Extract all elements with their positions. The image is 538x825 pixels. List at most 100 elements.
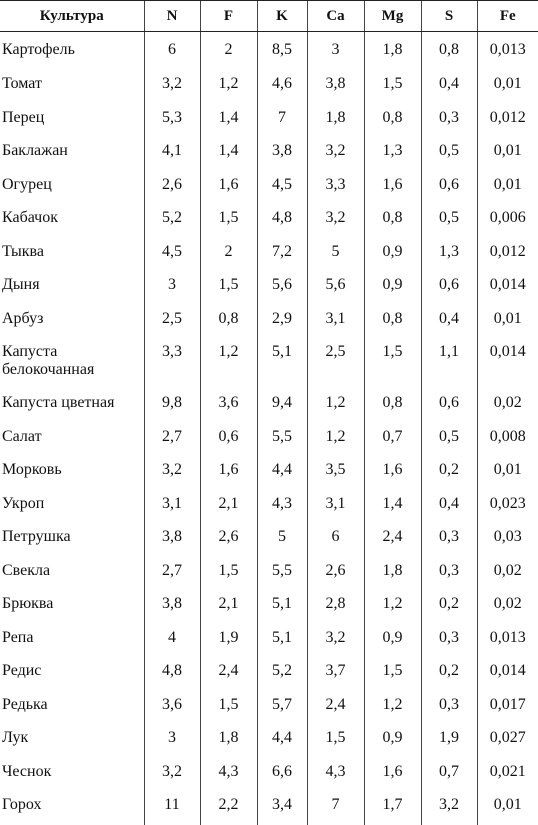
- cell-n: 3,2: [143, 70, 200, 104]
- table-row: Петрушка 3,8 2,6 5 6 2,4 0,3 0,03: [0, 523, 538, 557]
- cell-ca: 6: [306, 523, 364, 557]
- cell-fe: 0,017: [476, 690, 538, 724]
- cell-n: 3: [143, 271, 200, 305]
- cell-ca: 1,2: [306, 389, 364, 423]
- cell-k: 4,4: [256, 724, 307, 758]
- cell-f: 1,2: [199, 338, 257, 389]
- cell-k: 6,6: [256, 757, 307, 791]
- cell-s: 0,3: [420, 103, 477, 137]
- table-row: Горох 11 2,2 3,4 7 1,7 3,2 0,01: [0, 791, 538, 825]
- cell-mg: 1,3: [363, 137, 421, 171]
- cell-f: 2,6: [199, 523, 257, 557]
- cell-n: 2,6: [143, 170, 200, 204]
- cell-f: 2,1: [199, 489, 257, 523]
- cell-fe: 0,01: [476, 170, 538, 204]
- cell-fe: 0,01: [476, 456, 538, 490]
- cell-crop: Тыква: [2, 242, 44, 260]
- cell-ca: 2,4: [306, 690, 364, 724]
- cell-k: 5,2: [256, 657, 307, 691]
- table-row: Капуста белокочанная 3,3 1,2 5,1 2,5 1,5 1,1 0,…: [0, 338, 538, 389]
- header-crop: Культура: [0, 0, 144, 32]
- cell-k: 5,1: [256, 590, 307, 624]
- cell-f: 1,4: [199, 137, 257, 171]
- cell-mg: 0,8: [363, 304, 421, 338]
- table-row: Репа 4 1,9 5,1 3,2 0,9 0,3 0,013: [0, 623, 538, 657]
- header-n: N: [143, 0, 200, 32]
- cell-k: 3,8: [256, 137, 307, 171]
- cell-f: 2,1: [199, 590, 257, 624]
- table-row: Кабачок 5,2 1,5 4,8 3,2 0,8 0,5 0,006: [0, 204, 538, 238]
- cell-mg: 1,8: [363, 31, 421, 70]
- cell-s: 0,8: [420, 31, 477, 70]
- table-row: Морковь 3,2 1,6 4,4 3,5 1,6 0,2 0,01: [0, 456, 538, 490]
- cell-fe: 0,01: [476, 791, 538, 825]
- cell-f: 1,9: [199, 623, 257, 657]
- cell-ca: 2,6: [306, 556, 364, 590]
- cell-fe: 0,014: [476, 657, 538, 691]
- cell-f: 1,4: [199, 103, 257, 137]
- table-row: Тыква 4,5 2 7,2 5 0,9 1,3 0,012: [0, 237, 538, 271]
- cell-n: 5,2: [143, 204, 200, 238]
- cell-fe: 0,014: [476, 338, 538, 389]
- cell-n: 4,8: [143, 657, 200, 691]
- cell-crop: Томат: [2, 75, 42, 92]
- cell-f: 2: [199, 237, 257, 271]
- cell-fe: 0,012: [476, 237, 538, 271]
- cell-ca: 3,3: [306, 170, 364, 204]
- cell-s: 3,2: [420, 791, 477, 825]
- table-row: Чеснок 3,2 4,3 6,6 4,3 1,6 0,7 0,021: [0, 757, 538, 791]
- cell-s: 0,6: [420, 389, 477, 423]
- cell-ca: 1,2: [306, 422, 364, 456]
- cell-ca: 2,8: [306, 590, 364, 624]
- cell-s: 0,4: [420, 304, 477, 338]
- cell-ca: 3,1: [306, 304, 364, 338]
- cell-k: 5,5: [256, 556, 307, 590]
- cell-fe: 0,01: [476, 137, 538, 171]
- table-row: Дыня 3 1,5 5,6 5,6 0,9 0,6 0,014: [0, 271, 538, 305]
- cell-ca: 3,2: [306, 137, 364, 171]
- cell-crop: Морковь: [2, 461, 62, 478]
- cell-fe: 0,01: [476, 70, 538, 104]
- cell-s: 0,2: [420, 657, 477, 691]
- cell-crop: Редис: [2, 662, 42, 679]
- cell-fe: 0,008: [476, 422, 538, 456]
- cell-k: 2,9: [256, 304, 307, 338]
- cell-n: 3,6: [143, 690, 200, 724]
- cell-ca: 3,8: [306, 70, 364, 104]
- table-row: Брюква 3,8 2,1 5,1 2,8 1,2 0,2 0,02: [0, 590, 538, 624]
- cell-mg: 0,9: [363, 271, 421, 305]
- cell-n: 3,1: [143, 489, 200, 523]
- cell-crop: Редька: [2, 695, 48, 713]
- cell-ca: 5: [306, 237, 364, 271]
- cell-f: 1,6: [199, 456, 257, 490]
- table-row: Картофель 6 2 8,5 3 1,8 0,8 0,013: [0, 31, 538, 70]
- cell-crop: Капуста белокочанная: [2, 343, 95, 378]
- table-row: Лук 3 1,8 4,4 1,5 0,9 1,9 0,027: [0, 724, 538, 758]
- cell-crop: Репа: [2, 628, 34, 646]
- cell-f: 3,6: [199, 389, 257, 423]
- cell-ca: 2,5: [306, 338, 364, 389]
- cell-n: 4: [143, 623, 200, 657]
- cell-f: 2,4: [199, 657, 257, 691]
- cell-mg: 0,7: [363, 422, 421, 456]
- table-row: Салат 2,7 0,6 5,5 1,2 0,7 0,5 0,008: [0, 422, 538, 456]
- cell-mg: 1,5: [363, 657, 421, 691]
- cell-crop: Арбуз: [2, 309, 44, 327]
- cell-n: 3,2: [143, 456, 200, 490]
- cell-n: 9,8: [143, 389, 200, 423]
- cell-k: 5,1: [256, 623, 307, 657]
- cell-k: 5,7: [256, 690, 307, 724]
- cell-crop: Капуста цветная: [2, 394, 115, 411]
- cell-s: 0,4: [420, 489, 477, 523]
- cell-ca: 3,7: [306, 657, 364, 691]
- cell-k: 4,6: [256, 70, 307, 104]
- cell-n: 4,5: [143, 237, 200, 271]
- cell-crop: Укроп: [2, 494, 45, 512]
- cell-n: 3,8: [143, 590, 200, 624]
- cell-k: 7: [256, 103, 307, 137]
- cell-k: 3,4: [256, 791, 307, 825]
- cell-f: 0,6: [199, 422, 257, 456]
- cell-fe: 0,02: [476, 556, 538, 590]
- cell-k: 4,8: [256, 204, 307, 238]
